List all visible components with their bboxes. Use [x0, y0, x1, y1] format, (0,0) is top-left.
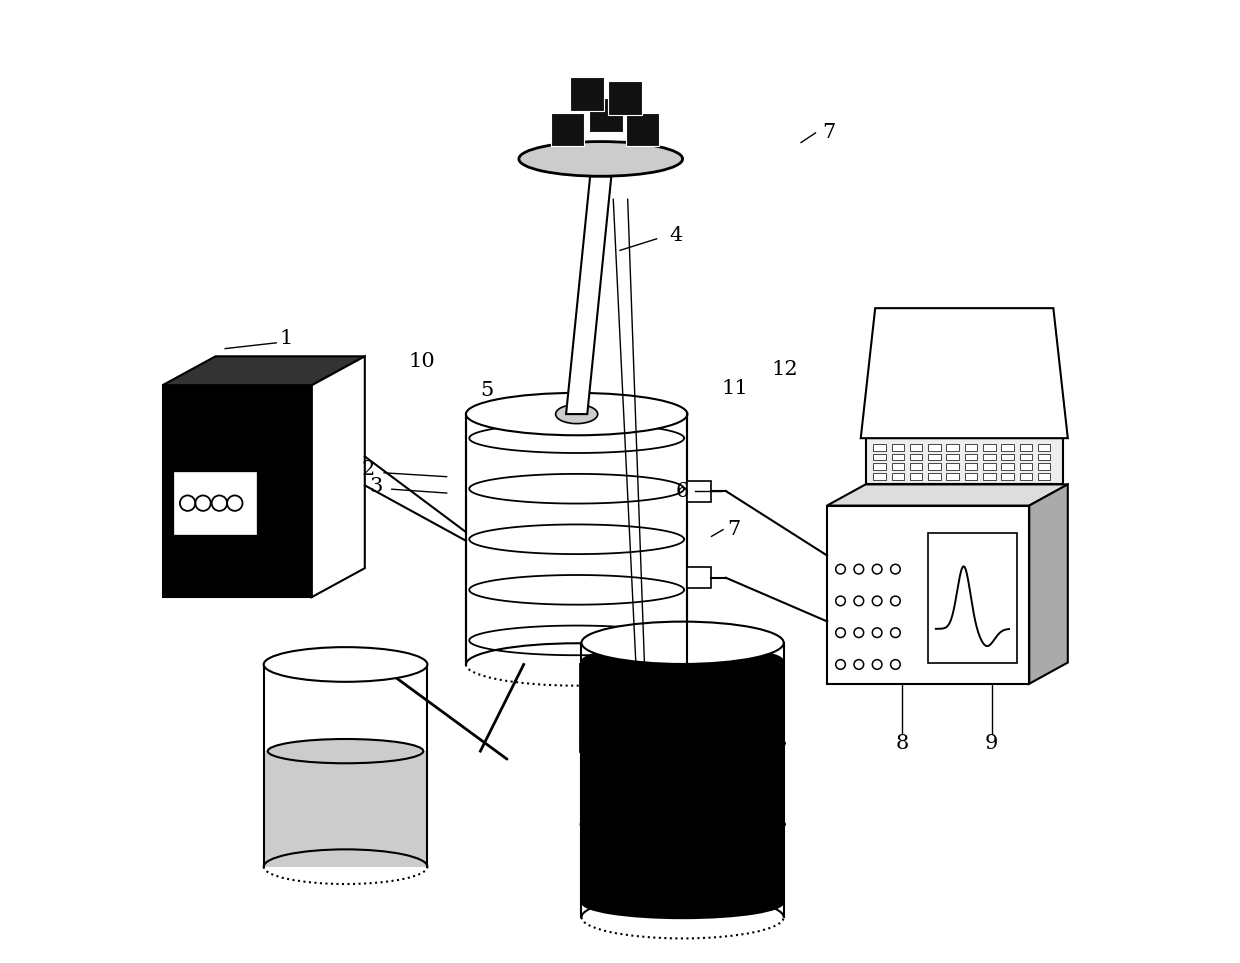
Polygon shape: [162, 385, 311, 597]
Polygon shape: [929, 463, 941, 470]
Polygon shape: [910, 454, 923, 460]
Text: 3: 3: [370, 477, 383, 496]
Polygon shape: [1002, 454, 1014, 460]
Polygon shape: [626, 113, 660, 146]
Ellipse shape: [582, 806, 784, 838]
Ellipse shape: [582, 888, 784, 919]
Ellipse shape: [466, 393, 687, 435]
Polygon shape: [570, 77, 604, 111]
Polygon shape: [1019, 473, 1032, 480]
Polygon shape: [892, 454, 904, 460]
Polygon shape: [827, 506, 1029, 684]
Polygon shape: [1038, 454, 1050, 460]
Polygon shape: [609, 81, 642, 115]
Polygon shape: [866, 438, 1063, 484]
Polygon shape: [687, 481, 712, 502]
Polygon shape: [892, 463, 904, 470]
Text: 11: 11: [722, 378, 748, 398]
Text: 7: 7: [727, 520, 740, 539]
Text: 13: 13: [647, 894, 673, 913]
Ellipse shape: [556, 404, 598, 424]
Ellipse shape: [518, 142, 682, 176]
Polygon shape: [983, 473, 996, 480]
Polygon shape: [910, 473, 923, 480]
Polygon shape: [567, 176, 611, 414]
Text: 2: 2: [361, 460, 374, 480]
Text: 12: 12: [771, 360, 799, 379]
Ellipse shape: [582, 622, 784, 664]
Polygon shape: [589, 98, 622, 132]
Polygon shape: [929, 473, 941, 480]
Polygon shape: [965, 454, 977, 460]
Text: 9: 9: [985, 734, 998, 753]
Polygon shape: [1002, 444, 1014, 451]
Polygon shape: [174, 472, 255, 534]
Polygon shape: [827, 484, 1068, 506]
Polygon shape: [873, 444, 885, 451]
Polygon shape: [946, 454, 959, 460]
Polygon shape: [910, 444, 923, 451]
Text: 10: 10: [408, 351, 435, 371]
Polygon shape: [311, 356, 365, 597]
Text: 7: 7: [822, 123, 836, 143]
Polygon shape: [1019, 463, 1032, 470]
Ellipse shape: [582, 807, 784, 838]
Text: 5: 5: [480, 380, 494, 400]
Polygon shape: [582, 643, 784, 917]
Text: 8: 8: [895, 734, 909, 753]
Ellipse shape: [268, 739, 423, 764]
Text: 6: 6: [676, 482, 689, 501]
Polygon shape: [551, 113, 584, 146]
Polygon shape: [983, 444, 996, 451]
Polygon shape: [582, 661, 784, 742]
Polygon shape: [687, 567, 712, 588]
Polygon shape: [861, 308, 1068, 438]
Polygon shape: [983, 463, 996, 470]
Polygon shape: [582, 742, 784, 822]
Polygon shape: [873, 454, 885, 460]
Ellipse shape: [582, 645, 784, 676]
Polygon shape: [1019, 444, 1032, 451]
Polygon shape: [892, 473, 904, 480]
Polygon shape: [892, 444, 904, 451]
Ellipse shape: [582, 726, 784, 757]
Polygon shape: [162, 356, 365, 385]
Polygon shape: [946, 444, 959, 451]
Polygon shape: [582, 822, 784, 903]
Polygon shape: [929, 444, 941, 451]
Polygon shape: [466, 414, 687, 664]
Polygon shape: [873, 473, 885, 480]
Polygon shape: [264, 751, 428, 867]
Polygon shape: [965, 473, 977, 480]
Polygon shape: [929, 454, 941, 460]
Polygon shape: [910, 463, 923, 470]
Polygon shape: [1029, 484, 1068, 684]
Polygon shape: [946, 463, 959, 470]
Ellipse shape: [582, 726, 784, 757]
Polygon shape: [983, 454, 996, 460]
Polygon shape: [965, 444, 977, 451]
Ellipse shape: [264, 647, 428, 682]
Polygon shape: [1002, 473, 1014, 480]
Polygon shape: [873, 463, 885, 470]
Polygon shape: [1019, 454, 1032, 460]
Polygon shape: [1002, 463, 1014, 470]
Text: 1: 1: [279, 329, 293, 349]
Text: 4: 4: [670, 226, 682, 246]
Polygon shape: [1038, 463, 1050, 470]
Polygon shape: [1038, 473, 1050, 480]
Polygon shape: [946, 473, 959, 480]
Polygon shape: [929, 533, 1017, 663]
Polygon shape: [1038, 444, 1050, 451]
Polygon shape: [965, 463, 977, 470]
